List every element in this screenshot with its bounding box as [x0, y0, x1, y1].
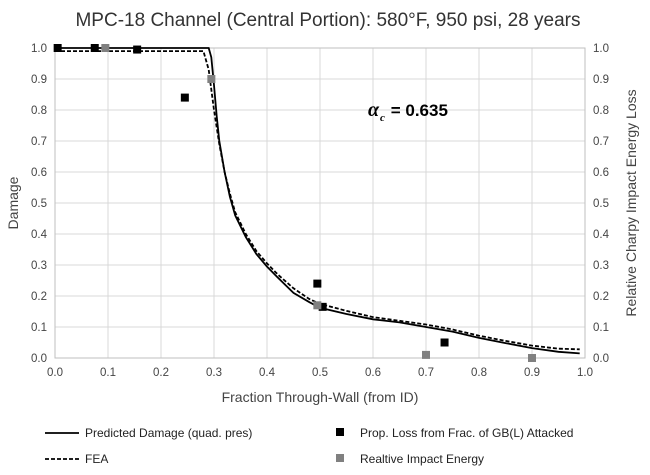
- y2-tick-label: 0.6: [593, 167, 609, 179]
- legend-swatch: [336, 454, 344, 462]
- x-tick-label: 1.0: [577, 367, 593, 379]
- legend-label: Realtive Impact Energy: [360, 452, 484, 466]
- legend-item: Prop. Loss from Frac. of GB(L) Attacked: [336, 426, 573, 440]
- data-point: [422, 350, 430, 359]
- data-point: [313, 301, 322, 310]
- data-point: [528, 354, 536, 362]
- predicted-damage-line: [55, 47, 580, 355]
- data-point: [101, 44, 110, 52]
- scatter-series-3: [101, 44, 536, 362]
- legend-item: Realtive Impact Energy: [336, 452, 484, 466]
- y2-tick-label: 0.2: [593, 291, 609, 303]
- data-point: [180, 93, 189, 102]
- data-point: [207, 75, 216, 83]
- alpha-c-annotation: α c = 0.635: [368, 99, 448, 124]
- x-tick-label: 0.9: [524, 367, 540, 379]
- annotation-symbol: α: [368, 99, 380, 121]
- fea-line: [55, 50, 580, 351]
- legend: Predicted Damage (quad. pres) FEA Prop. Lo…: [45, 426, 573, 466]
- legend-item: FEA: [45, 452, 108, 466]
- data-point: [90, 44, 99, 52]
- legend-label: Predicted Damage (quad. pres): [85, 426, 252, 440]
- y2-tick-label: 0.5: [593, 198, 609, 210]
- y-tick-label: 0.9: [31, 74, 47, 86]
- data-point: [53, 44, 62, 52]
- y-tick-label: 0.1: [31, 322, 47, 334]
- legend-item: Predicted Damage (quad. pres): [45, 426, 252, 440]
- x-tick-label: 0.3: [206, 367, 222, 379]
- y-tick-label: 0.3: [31, 260, 47, 272]
- series-layer: [53, 44, 580, 362]
- y-tick-label: 0.2: [31, 291, 47, 303]
- y-tick-label: 1.0: [31, 43, 47, 55]
- y-tick-label: 0.5: [31, 198, 47, 210]
- x-axis-label: Fraction Through-Wall (from ID): [222, 389, 419, 405]
- y2-tick-label: 0.0: [593, 353, 609, 365]
- annotation-value: = 0.635: [386, 101, 448, 120]
- y-axis-ticks: 0.0 0.1 0.2 0.3 0.4 0.5 0.6 0.7 0.8 0.9 1.0: [31, 43, 48, 365]
- x-tick-label: 0.5: [312, 367, 328, 379]
- data-point: [133, 45, 142, 54]
- y-tick-label: 0.8: [31, 105, 47, 117]
- x-tick-label: 0.7: [418, 367, 434, 379]
- y-axis-label: Damage: [5, 176, 21, 229]
- legend-label: Prop. Loss from Frac. of GB(L) Attacked: [360, 426, 573, 440]
- y-tick-label: 0.4: [31, 229, 48, 241]
- y2-tick-label: 0.7: [593, 136, 609, 148]
- x-axis-ticks: 0.0 0.1 0.2 0.3 0.4 0.5 0.6 0.7 0.8 0.9 1.0: [47, 367, 593, 379]
- y-tick-label: 0.7: [31, 136, 47, 148]
- plot-frame: [54, 47, 586, 359]
- data-point: [440, 338, 449, 347]
- x-tick-label: 0.1: [100, 367, 116, 379]
- y2-tick-label: 0.1: [593, 322, 609, 334]
- x-tick-label: 0.0: [47, 367, 63, 379]
- y2-axis-ticks: 0.0 0.1 0.2 0.3 0.4 0.5 0.6 0.7 0.8 0.9 1.0: [593, 43, 610, 365]
- data-point: [313, 279, 322, 288]
- x-tick-label: 0.4: [259, 367, 276, 379]
- chart-title: MPC-18 Channel (Central Portion): 580°F,…: [75, 10, 580, 31]
- y2-axis-label: Relative Charpy Impact Energy Loss: [623, 89, 639, 316]
- y2-tick-label: 0.9: [593, 74, 609, 86]
- gridlines: [54, 47, 586, 359]
- x-tick-label: 0.8: [471, 367, 487, 379]
- x-tick-label: 0.6: [365, 367, 381, 379]
- legend-swatch: [336, 428, 344, 436]
- annotation-subscript: c: [380, 112, 385, 124]
- y-tick-label: 0.0: [31, 353, 47, 365]
- y2-tick-label: 0.8: [593, 105, 609, 117]
- legend-label: FEA: [85, 452, 108, 466]
- x-tick-label: 0.2: [153, 367, 169, 379]
- y2-tick-label: 0.3: [593, 260, 609, 272]
- y2-tick-label: 1.0: [593, 43, 609, 55]
- y2-tick-label: 0.4: [593, 229, 610, 241]
- data-point: [318, 302, 327, 311]
- y-tick-label: 0.6: [31, 167, 47, 179]
